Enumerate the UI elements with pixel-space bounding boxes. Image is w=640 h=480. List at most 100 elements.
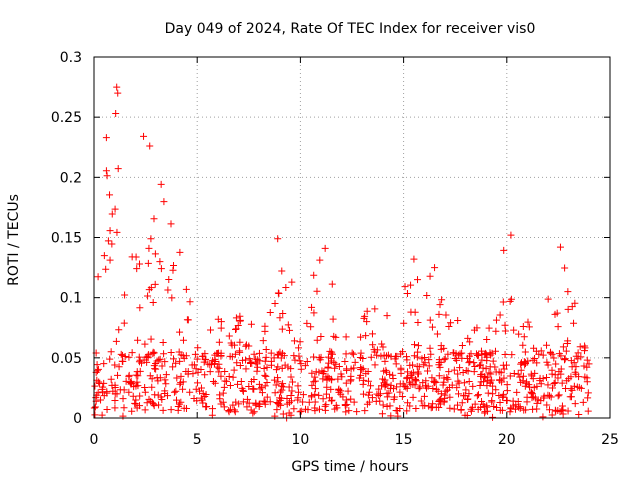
data-point [273, 406, 281, 414]
data-point [377, 352, 385, 360]
data-point [310, 378, 318, 386]
data-point [323, 383, 331, 391]
data-point [452, 350, 460, 358]
data-point [117, 350, 125, 358]
data-point [495, 392, 503, 400]
data-point [491, 347, 499, 355]
data-point [424, 382, 432, 390]
data-point [115, 326, 123, 334]
data-point [498, 378, 506, 386]
data-point [307, 323, 315, 331]
data-point [367, 353, 375, 361]
data-point [263, 393, 271, 401]
data-point [454, 377, 462, 385]
data-point [467, 407, 475, 415]
data-point [136, 392, 144, 400]
data-point [414, 319, 422, 327]
data-point [362, 370, 370, 378]
data-point [481, 349, 489, 357]
data-point [373, 346, 381, 354]
data-point [155, 356, 163, 364]
data-point [279, 380, 287, 388]
data-point [158, 362, 166, 370]
data-point [506, 408, 514, 416]
data-point [534, 396, 542, 404]
data-point [483, 382, 491, 390]
data-point [260, 397, 268, 405]
data-point [155, 401, 163, 409]
data-point [389, 371, 397, 379]
data-point [115, 363, 123, 371]
data-point [266, 309, 274, 317]
data-point [458, 341, 466, 349]
data-point [403, 384, 411, 392]
data-point [512, 401, 520, 409]
data-point [272, 381, 280, 389]
data-point [473, 352, 481, 360]
data-point [114, 371, 122, 379]
data-point [149, 400, 157, 408]
data-point [261, 357, 269, 365]
data-point [111, 383, 119, 391]
data-point [450, 366, 458, 374]
data-point [383, 402, 391, 410]
data-point [373, 351, 381, 359]
data-point [440, 356, 448, 364]
data-point [134, 336, 142, 344]
data-point [399, 380, 407, 388]
data-point [119, 395, 127, 403]
data-point [533, 399, 541, 407]
data-point [154, 391, 162, 399]
data-point [455, 390, 463, 398]
data-point [157, 265, 165, 273]
data-point [311, 404, 319, 412]
data-point [483, 336, 491, 344]
data-point [489, 357, 497, 365]
data-point [537, 380, 545, 388]
data-point [288, 278, 296, 286]
data-point [385, 389, 393, 397]
data-point [172, 387, 180, 395]
data-point [383, 312, 391, 320]
data-point [437, 395, 445, 403]
data-point [342, 408, 350, 416]
data-point [263, 378, 271, 386]
data-point [410, 352, 418, 360]
data-point [347, 395, 355, 403]
data-point [263, 363, 271, 371]
data-point [310, 271, 318, 279]
data-point [170, 261, 178, 269]
data-point [465, 359, 473, 367]
data-point [567, 373, 575, 381]
data-point [386, 370, 394, 378]
data-point [557, 370, 565, 378]
data-point [119, 412, 127, 420]
data-point [516, 373, 524, 381]
data-point [255, 349, 263, 357]
data-point [261, 382, 269, 390]
data-point [313, 336, 321, 344]
data-point [288, 387, 296, 395]
data-point [262, 353, 270, 361]
data-point [548, 411, 556, 419]
data-point [350, 398, 358, 406]
data-point [564, 407, 572, 415]
data-point [231, 408, 239, 416]
data-point [444, 350, 452, 358]
data-point [558, 402, 566, 410]
data-point [151, 250, 159, 258]
data-point [289, 378, 297, 386]
data-point [220, 383, 228, 391]
data-point [548, 384, 556, 392]
data-point [407, 308, 415, 316]
data-point [226, 352, 234, 360]
data-point [112, 337, 120, 345]
data-point [146, 142, 154, 150]
data-point [162, 371, 170, 379]
data-point [344, 387, 352, 395]
data-point [435, 310, 443, 318]
data-point [194, 344, 202, 352]
data-point [182, 285, 190, 293]
data-point [488, 398, 496, 406]
data-point [409, 393, 417, 401]
